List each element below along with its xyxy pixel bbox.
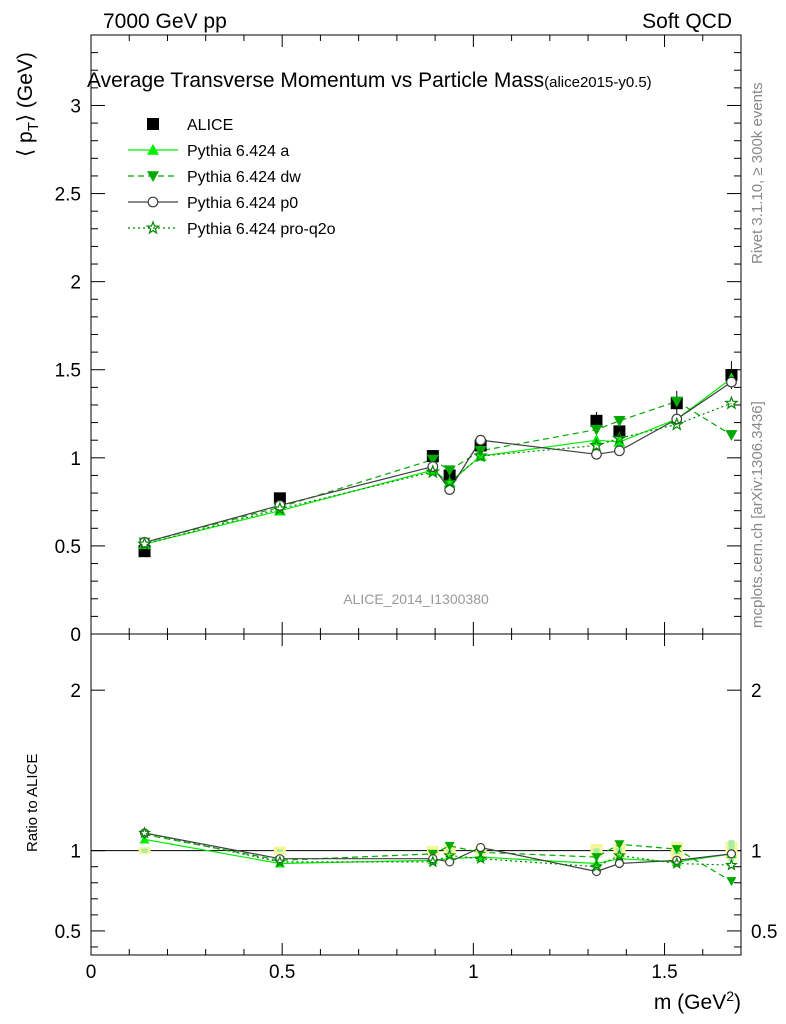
ratio-y-tick-label: 2 [70,681,81,702]
ratio-y-tick-label-right: 0.5 [751,922,777,943]
rivet-label: Rivet 3.1.10, ≥ 300k events [749,82,766,264]
series-4-point [137,536,152,551]
header-process-label: Soft QCD [642,10,732,33]
mc-uncertainty-band [276,849,283,852]
series-4-point [473,448,488,463]
series-3-point [726,376,737,388]
header-beam-label: 7000 GeV pp [103,10,227,33]
chart-title: Average Transverse Momentum vs Particle … [87,69,652,92]
y-tick-label: 0 [70,625,81,646]
series-2-point [613,416,626,427]
series-4-ratio-point [590,860,603,873]
y-axis-label-sub: T [25,122,42,131]
x-axis-label-sup: 2 [726,988,734,1004]
y-tick-label: 2 [70,273,81,294]
series-2-line [144,400,732,543]
series-2-point [426,454,439,466]
ratio-y-tick-label: 1 [70,842,81,863]
series-3-ratio-point [614,858,625,869]
mc-uncertainty-band [593,848,600,854]
series-4-point [425,464,441,479]
mc-uncertainty-band [141,848,148,853]
series-4-point [589,437,604,452]
x-tick-label: 0 [86,962,97,983]
ratio-y-tick-label-right: 1 [751,842,762,863]
x-axis-label: m (GeV2) [654,988,741,1014]
legend-marker-2 [147,171,159,182]
series-4-ratio-point [670,856,684,870]
legend-marker-0 [147,118,159,130]
series-4-ratio-point [273,855,287,868]
series-2-point [443,465,456,477]
series-4-point [724,395,739,410]
series-4-ratio-point [725,858,738,871]
x-axis-label-main: m (GeV [654,991,726,1014]
x-tick-label: 0.5 [269,962,295,983]
y-tick-label: 1.5 [55,361,81,382]
legend-label-2: Pythia 6.424 dw [187,169,301,186]
series-2-ratio-point [614,840,625,850]
y-tick-label: 3 [70,96,81,117]
y-tick-label: 0.5 [55,537,81,558]
series-2-ratio-point [726,877,737,887]
y-tick-label: 2.5 [55,185,81,206]
legend-label-3: Pythia 6.424 p0 [187,195,298,212]
series-3-point [614,445,625,457]
y-tick-label: 1 [70,449,81,470]
series-3-point [591,448,602,460]
series-4-point [669,416,685,431]
series-2-ratio-line [144,834,732,882]
legend-marker-4 [145,220,161,235]
x-tick-label: 1.5 [651,962,677,983]
series-4-ratio-point [613,848,626,861]
series-2-ratio-point [444,841,455,851]
series-2-ratio-point [591,853,602,863]
series-2-point [670,396,683,408]
y-axis-label: ⟨ pT⟩ (GeV) [14,52,42,157]
legend-marker-3 [147,196,159,208]
series-2-point [725,430,738,441]
series-4-point [612,430,627,445]
series-3-point [274,499,286,511]
series-3-point [475,434,487,446]
series-4-point [442,474,458,489]
ratio-plot-frame [90,633,742,956]
analysis-watermark: ALICE_2014_I1300380 [343,591,489,607]
series-2-ratio-point [671,845,682,855]
ratio-y-axis-label: Ratio to ALICE [24,754,41,852]
series-4-point [272,501,288,516]
series-4-ratio-point [474,852,488,865]
series-0-point [590,414,603,427]
y-axis-label-main: ⟨ p [14,131,37,157]
legend-label-0: ALICE [187,117,233,134]
series-4-ratio-point [426,855,440,868]
mcplots-label: mcplots.cern.ch [arXiv:1306.3436] [749,401,766,628]
series-4-ratio-point [138,826,151,839]
series-2-point [590,424,603,436]
legend-label-4: Pythia 6.424 pro-q2o [187,221,336,238]
series-3-ratio-point [726,849,737,859]
legend-marker-1 [147,144,159,155]
chart-title-main: Average Transverse Momentum vs Particle … [87,69,544,92]
y-axis-label-close: ⟩ (GeV) [14,52,37,122]
legend-label-1: Pythia 6.424 a [187,143,289,160]
x-tick-label: 1 [468,962,479,983]
ratio-y-tick-label-right: 2 [751,681,762,702]
x-axis-label-close: ) [734,991,741,1014]
chart-title-sub: (alice2015-y0.5) [544,74,652,91]
series-4-ratio-point [443,848,457,861]
series-3-ratio-point [476,842,486,853]
ratio-y-tick-label: 0.5 [55,922,81,943]
